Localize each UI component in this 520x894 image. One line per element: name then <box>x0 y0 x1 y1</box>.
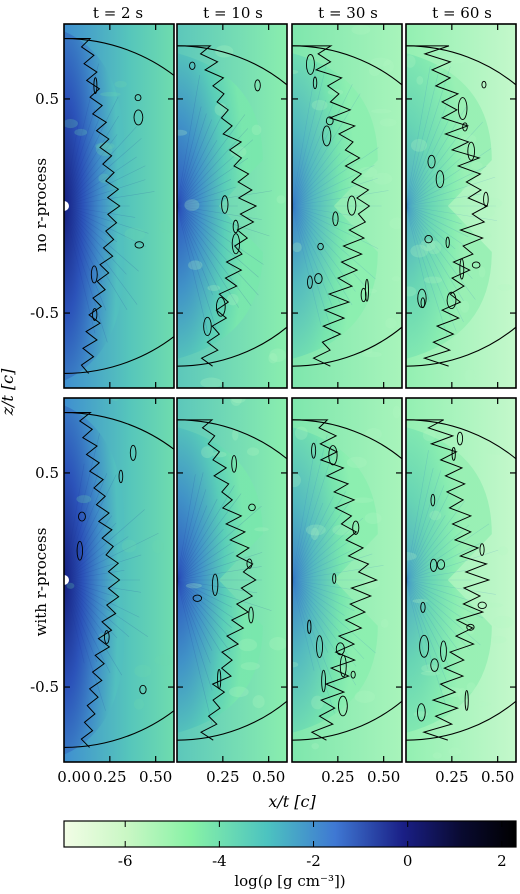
panel-frame <box>405 23 517 389</box>
colorbar-label: log(ρ [g cm⁻³]) <box>234 872 345 890</box>
panel-with-r-process-1 <box>176 397 288 763</box>
y-tick-label: 0.5 <box>35 464 59 482</box>
ejecta-outer-contour <box>292 45 402 367</box>
panel-frame <box>176 23 288 389</box>
panel-with-r-process-2 <box>291 397 403 763</box>
x-tick-label: 0.25 <box>206 768 239 786</box>
panel-with-r-process-0: 0.5 -0.5 <box>30 397 175 763</box>
ejecta-body <box>177 427 263 733</box>
ejecta-body <box>64 405 125 755</box>
colorbar-gradient <box>63 820 517 848</box>
x-tick-label: 0.00 <box>57 768 90 786</box>
central-remnant <box>64 575 69 585</box>
panels: 0.5 -0.5 0.5 -0.5 <box>30 23 517 763</box>
panel-frame <box>291 23 403 389</box>
ejecta-finger-contour <box>64 412 121 748</box>
panel-frame <box>291 397 403 763</box>
colorbar-ticks: -6 -4 -2 0 2 <box>118 821 507 870</box>
ejecta-body <box>292 53 378 359</box>
row-label-with-r-process: with r-process <box>32 528 50 637</box>
panel-frame <box>63 23 175 389</box>
panel-no-r-process-3 <box>405 23 517 389</box>
panel-no-r-process-2 <box>291 23 403 389</box>
ejecta-body <box>177 53 263 359</box>
ejecta-outer-contour <box>406 45 516 367</box>
ejecta-outer-contour <box>406 419 516 741</box>
x-tick-label: 0.50 <box>367 768 400 786</box>
ejecta-body <box>292 427 378 733</box>
ejecta-outer-contour <box>64 412 174 748</box>
x-tick-label: 0.50 <box>252 768 285 786</box>
column-titles: t = 2 s t = 10 s t = 30 s t = 60 s <box>93 4 492 22</box>
panel-frame <box>63 397 175 763</box>
ejecta-finger-contour <box>177 45 258 367</box>
colorbar-tick-label: -2 <box>306 852 321 870</box>
ejecta-outer-contour <box>177 419 287 741</box>
ejecta-finger-contour <box>406 419 491 741</box>
column-title-t2: t = 2 s <box>93 4 143 22</box>
ejecta-body <box>406 427 492 733</box>
ejecta-outer-contour <box>64 38 174 374</box>
column-title-t10: t = 10 s <box>203 4 263 22</box>
x-tick-label: 0.50 <box>139 768 172 786</box>
colorbar-tick-label: 0 <box>403 852 413 870</box>
y-tick-label: -0.5 <box>30 304 59 322</box>
x-tick-labels: 0.00 0.25 0.50 0.25 0.50 0.25 0.50 0.25 0.50 <box>57 768 514 786</box>
colorbar: -6 -4 -2 0 2 log(ρ [g cm⁻³]) <box>63 820 517 890</box>
x-tick-label: 0.25 <box>321 768 354 786</box>
column-title-t60: t = 60 s <box>432 4 492 22</box>
ejecta-finger-contour <box>406 45 489 367</box>
row-label-no-r-process: no r-process <box>32 158 50 252</box>
column-title-t30: t = 30 s <box>318 4 378 22</box>
ejecta-finger-contour <box>292 45 371 367</box>
colorbar-tick-label: 2 <box>497 852 507 870</box>
panel-frame <box>405 397 517 763</box>
y-tick-label: 0.5 <box>35 90 59 108</box>
panel-no-r-process-0: 0.5 -0.5 <box>30 23 175 389</box>
colorbar-tick-label: -4 <box>212 852 227 870</box>
ejecta-outer-contour <box>177 45 287 367</box>
panel-frame <box>176 397 288 763</box>
x-tick-label: 0.25 <box>93 768 126 786</box>
colorbar-tick-label: -6 <box>118 852 133 870</box>
ejecta-body <box>64 31 125 381</box>
y-tick-label: -0.5 <box>30 678 59 696</box>
ejecta-outer-contour <box>292 419 402 741</box>
x-axis-label: x/t [c] <box>268 792 316 811</box>
panel-with-r-process-3 <box>405 397 517 763</box>
y-axis-label: z/t [c] <box>0 368 17 417</box>
panel-no-r-process-1 <box>176 23 288 389</box>
central-remnant <box>64 201 69 211</box>
x-tick-label: 0.50 <box>481 768 514 786</box>
ejecta-finger-contour <box>292 419 379 741</box>
ejecta-finger-contour <box>177 419 257 741</box>
ejecta-body <box>406 53 492 359</box>
x-tick-label: 0.25 <box>435 768 468 786</box>
